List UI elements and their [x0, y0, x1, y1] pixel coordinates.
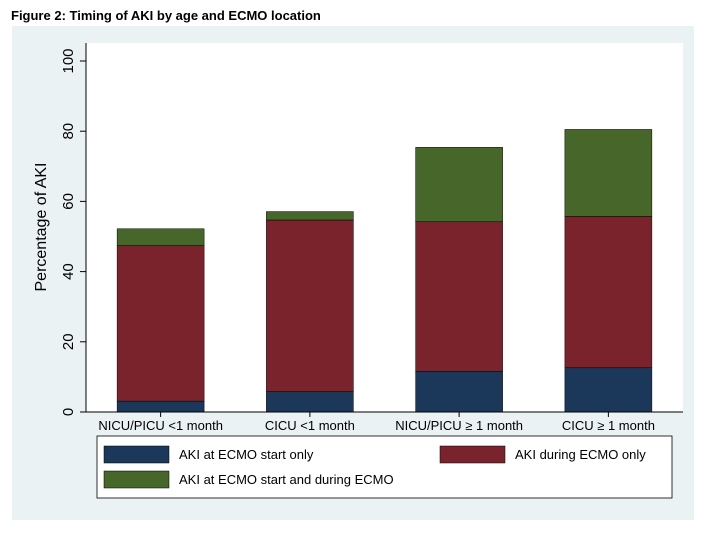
- x-tick-label: CICU ≥ 1 month: [562, 418, 655, 433]
- y-tick-label: 100: [60, 48, 77, 73]
- bar-segment-1-2: [116, 245, 205, 402]
- bar-segment-1-3: [116, 228, 205, 246]
- bar-segment-3-2: [415, 221, 503, 372]
- bar-segment-4-2: [564, 216, 653, 369]
- bar-segment-1-1: [116, 400, 205, 413]
- legend: AKI at ECMO start only AKI during ECMO on…: [96, 435, 673, 499]
- y-tick-label: 60: [60, 193, 77, 210]
- legend-label: AKI at ECMO start only: [179, 447, 314, 462]
- y-tick-label: 0: [60, 408, 77, 416]
- y-axis-label: Percentage of AKI: [33, 163, 50, 292]
- x-tick-label: CICU <1 month: [265, 418, 355, 433]
- figure-title: Figure 2: Timing of AKI by age and ECMO …: [11, 8, 321, 23]
- bar-segment-4-1: [564, 367, 653, 413]
- y-ticks: 0 20 40 60 80 100: [60, 48, 86, 416]
- legend-label: AKI at ECMO start and during ECMO: [179, 472, 394, 487]
- y-tick-label: 80: [60, 123, 77, 140]
- y-tick-label: 20: [60, 333, 77, 350]
- x-tick-label: NICU/PICU ≥ 1 month: [395, 418, 523, 433]
- bar-segment-3-3: [415, 147, 503, 223]
- legend-box: [96, 435, 673, 499]
- legend-swatch: [103, 470, 170, 489]
- bar-segment-2-1: [266, 391, 354, 413]
- bar-segment-4-3: [564, 129, 653, 217]
- x-tick-label: NICU/PICU <1 month: [98, 418, 223, 433]
- x-ticks: NICU/PICU <1 month CICU <1 month NICU/PICU…: [98, 412, 655, 433]
- bars-layer: [116, 129, 653, 413]
- legend-swatch: [103, 445, 170, 464]
- y-tick-label: 40: [60, 263, 77, 280]
- bar-segment-2-3: [266, 211, 354, 221]
- bar-segment-3-1: [415, 371, 503, 413]
- bar-segment-2-2: [266, 219, 354, 392]
- legend-swatch: [439, 445, 506, 464]
- legend-label: AKI during ECMO only: [515, 447, 646, 462]
